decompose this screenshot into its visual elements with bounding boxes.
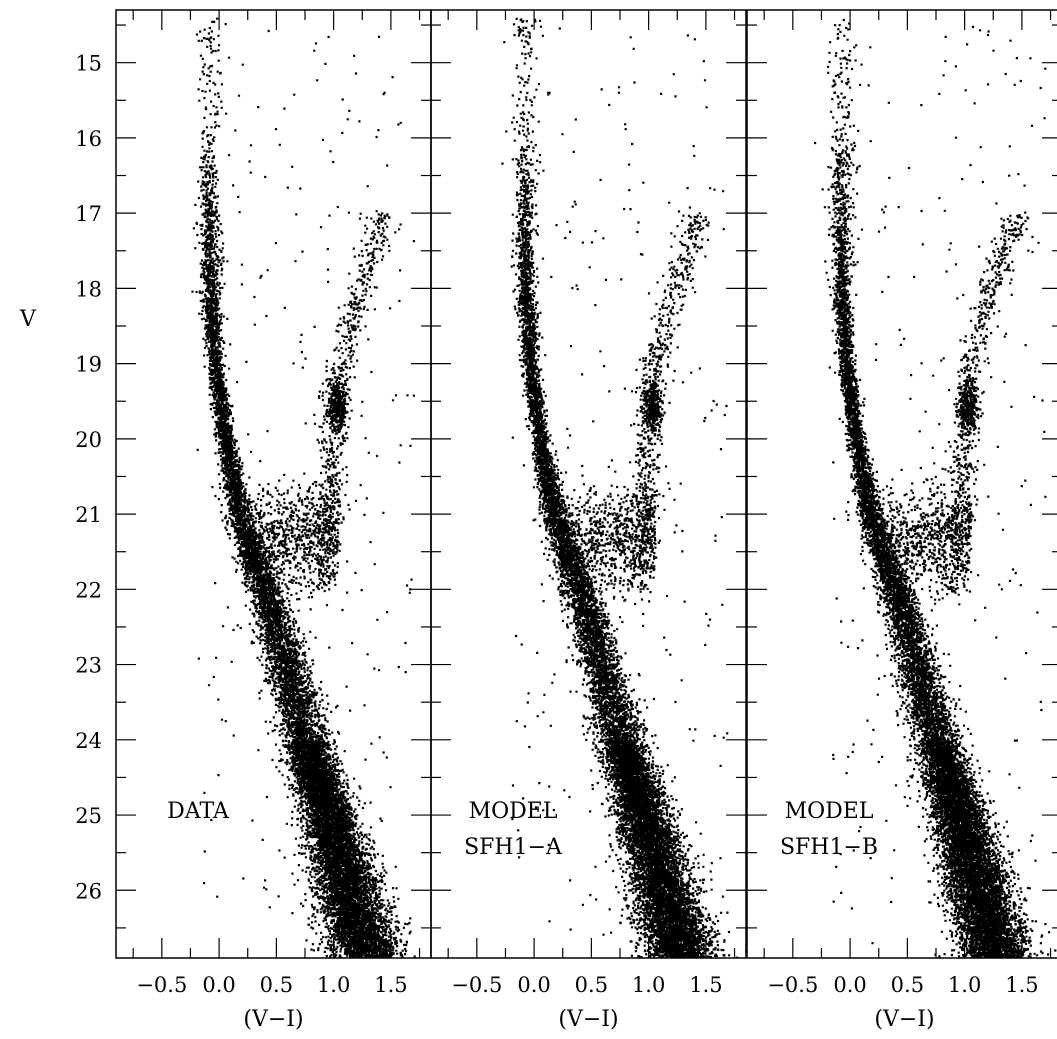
y-tick-label: 26 <box>75 879 102 903</box>
y-tick-label: 18 <box>75 277 102 301</box>
panel-label: MODEL <box>469 799 558 824</box>
y-tick-label: 21 <box>75 503 102 527</box>
x-tick-label: 0.0 <box>833 973 866 997</box>
x-tick-label: 0.5 <box>260 973 293 997</box>
y-axis-label: V <box>19 307 37 332</box>
x-tick-label: −0.5 <box>136 973 187 997</box>
panel-middle: −0.5 0.0 0.5 1.0 1.5 (V−I) MODEL SFH1−A <box>430 9 747 1032</box>
x-tick-label: 1.5 <box>689 973 722 997</box>
x-tick-label: 1.5 <box>1005 973 1038 997</box>
x-axis-label: (V−I) <box>558 1007 618 1032</box>
y-tick-label: 16 <box>75 127 102 151</box>
panel-left: −0.5 0.0 0.5 1.0 1.5 15 16 17 18 19 20 21 22 23 24 25 26… <box>75 9 432 1032</box>
panel-frame <box>430 9 747 959</box>
x-tick-label: 0.5 <box>575 973 608 997</box>
y-tick-label: 15 <box>75 52 102 76</box>
x-tick-label: 1.0 <box>632 973 665 997</box>
star-points <box>501 17 746 958</box>
y-tick-label: 20 <box>75 428 102 452</box>
y-tick-label: 25 <box>75 804 102 828</box>
panel-frame <box>746 9 1057 959</box>
x-tick-label: 0.0 <box>202 973 235 997</box>
panel-label: DATA <box>167 799 230 824</box>
x-tick-label: −0.5 <box>451 973 502 997</box>
x-tick-label: 1.5 <box>374 973 407 997</box>
x-tick-label: 0.0 <box>517 973 550 997</box>
panel-label: SFH1−B <box>780 835 878 860</box>
x-axis-label: (V−I) <box>874 1007 934 1032</box>
x-tick-label: −0.5 <box>767 973 818 997</box>
y-tick-label: 23 <box>75 654 102 678</box>
y-tick-label: 22 <box>75 578 102 602</box>
y-tick-label: 17 <box>75 202 102 226</box>
star-points <box>814 18 1057 958</box>
panel-right: −0.5 0.0 0.5 1.0 1.5 (V−I) MODEL SFH1−B <box>746 9 1057 1032</box>
x-axis-label: (V−I) <box>243 1007 303 1032</box>
star-points <box>191 17 416 958</box>
panel-label: MODEL <box>785 799 874 824</box>
x-tick-label: 1.0 <box>948 973 981 997</box>
panel-label: SFH1−A <box>464 835 563 860</box>
x-tick-label: 1.0 <box>317 973 350 997</box>
y-tick-label: 19 <box>75 353 102 377</box>
panel-frame <box>115 9 432 959</box>
x-tick-label: 0.5 <box>891 973 924 997</box>
y-tick-label: 24 <box>75 729 102 753</box>
